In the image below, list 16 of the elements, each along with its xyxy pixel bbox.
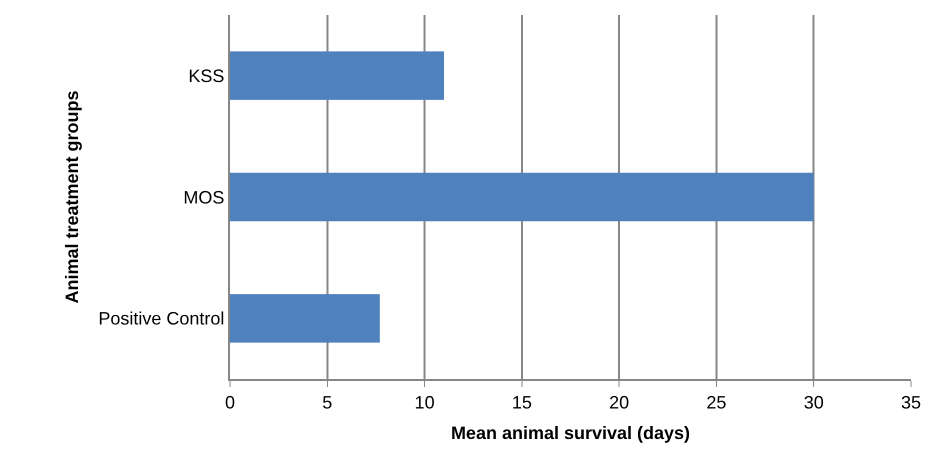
x-tick-label: 15 xyxy=(512,392,532,413)
x-tick-label: 30 xyxy=(804,392,824,413)
y-axis-title: Animal treatment groups xyxy=(62,90,82,304)
x-tick-label: 5 xyxy=(322,392,332,413)
bar xyxy=(230,51,444,100)
x-tick-label: 0 xyxy=(224,392,236,413)
x-tick-label: 20 xyxy=(609,392,630,413)
bar xyxy=(230,172,814,222)
bar xyxy=(230,294,380,343)
x-axis-title: Mean animal survival (days) xyxy=(450,423,690,444)
x-tick-label: 25 xyxy=(706,392,726,413)
y-tick-label: MOS xyxy=(183,187,224,208)
x-tick-label: 35 xyxy=(900,392,922,413)
y-tick-label: KSS xyxy=(188,66,224,86)
x-tick-label: 10 xyxy=(414,392,435,413)
y-tick-label: Positive Control xyxy=(98,308,224,329)
